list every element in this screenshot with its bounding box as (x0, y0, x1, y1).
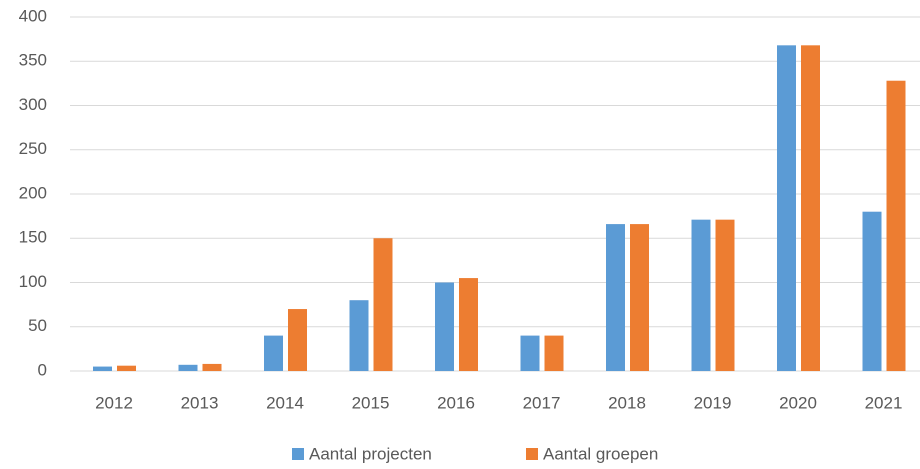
y-tick-label: 150 (19, 228, 47, 247)
x-tick-label: 2013 (181, 393, 219, 412)
y-tick-label: 350 (19, 51, 47, 70)
y-tick-label: 0 (38, 360, 47, 379)
y-tick-label: 300 (19, 95, 47, 114)
bar (801, 45, 820, 371)
y-tick-label: 400 (19, 6, 47, 25)
bar (202, 363, 222, 371)
legend-label: Aantal projecten (309, 444, 432, 463)
bar (459, 278, 478, 371)
bar (288, 309, 307, 371)
bar (373, 238, 393, 371)
legend-swatch (526, 448, 538, 460)
y-tick-label: 100 (19, 272, 47, 291)
bar (862, 211, 882, 371)
bar (349, 300, 369, 371)
bar (93, 366, 112, 371)
bar (630, 224, 649, 371)
bar (520, 335, 540, 371)
legend-swatch (292, 448, 304, 460)
x-tick-label: 2015 (352, 393, 390, 412)
bar (777, 45, 796, 371)
bar (117, 365, 136, 371)
bar (544, 335, 564, 371)
legend-label: Aantal groepen (543, 444, 658, 463)
bar (264, 335, 283, 371)
x-tick-label: 2018 (608, 393, 646, 412)
bar (606, 224, 625, 371)
x-tick-label: 2014 (266, 393, 304, 412)
x-tick-label: 2019 (694, 393, 732, 412)
y-tick-label: 250 (19, 139, 47, 158)
x-tick-label: 2020 (779, 393, 817, 412)
bar (691, 219, 711, 371)
x-tick-label: 2021 (865, 393, 903, 412)
bar (886, 80, 906, 371)
bar (715, 219, 735, 371)
x-tick-label: 2017 (523, 393, 561, 412)
y-tick-label: 200 (19, 183, 47, 202)
bar (435, 282, 454, 371)
x-tick-label: 2016 (437, 393, 475, 412)
y-tick-label: 50 (28, 316, 47, 335)
bar (178, 364, 198, 371)
x-tick-label: 2012 (95, 393, 133, 412)
